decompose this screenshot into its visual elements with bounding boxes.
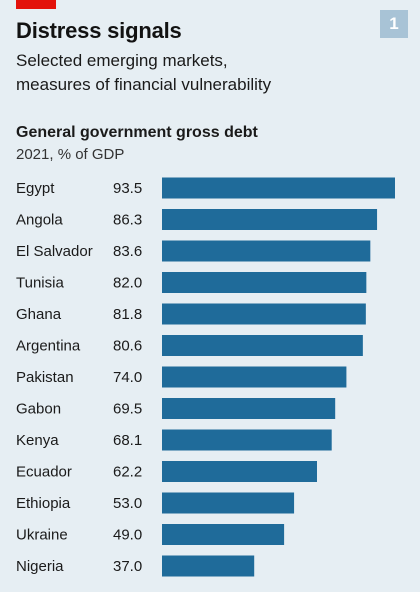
figure-subtitle-line-2: measures of financial vulnerability bbox=[16, 75, 272, 94]
figure-subtitle: Selected emerging markets, measures of f… bbox=[16, 49, 271, 97]
chart-subtitle: 2021, % of GDP bbox=[16, 146, 125, 163]
bar bbox=[162, 303, 366, 325]
value-label: 49.0 bbox=[113, 527, 142, 544]
category-label: Angola bbox=[16, 212, 63, 229]
category-label: Nigeria bbox=[16, 558, 64, 575]
bar bbox=[162, 366, 347, 388]
category-label: El Salvador bbox=[16, 243, 93, 260]
value-label: 74.0 bbox=[113, 369, 142, 386]
bar bbox=[162, 335, 363, 356]
category-label: Ghana bbox=[16, 306, 62, 323]
value-label: 68.1 bbox=[113, 432, 142, 449]
value-label: 93.5 bbox=[113, 180, 142, 197]
category-label: Ecuador bbox=[16, 464, 72, 481]
bar bbox=[162, 555, 255, 577]
category-label: Egypt bbox=[16, 180, 55, 197]
figure-subtitle-line-1: Selected emerging markets, bbox=[16, 51, 228, 70]
value-label: 81.8 bbox=[113, 306, 142, 323]
bar bbox=[162, 492, 295, 514]
bar bbox=[162, 461, 318, 482]
value-label: 82.0 bbox=[113, 275, 142, 292]
bar bbox=[162, 272, 367, 293]
bar bbox=[162, 429, 332, 451]
category-label: Kenya bbox=[16, 432, 59, 449]
brand-red-tab bbox=[16, 0, 56, 9]
bar bbox=[162, 398, 336, 419]
value-label: 62.2 bbox=[113, 464, 142, 481]
page-number-badge: 1 bbox=[380, 10, 408, 38]
chart-title: General government gross debt bbox=[16, 124, 258, 141]
category-label: Ukraine bbox=[16, 527, 68, 544]
bar bbox=[162, 240, 371, 262]
value-label: 69.5 bbox=[113, 401, 142, 418]
bar bbox=[162, 524, 285, 545]
category-label: Argentina bbox=[16, 338, 81, 355]
bar bbox=[162, 177, 395, 199]
value-label: 86.3 bbox=[113, 212, 142, 229]
category-label: Ethiopia bbox=[16, 495, 71, 512]
value-label: 80.6 bbox=[113, 338, 142, 355]
category-label: Pakistan bbox=[16, 369, 74, 386]
value-label: 83.6 bbox=[113, 243, 142, 260]
value-label: 37.0 bbox=[113, 558, 142, 575]
bar bbox=[162, 209, 378, 230]
category-label: Gabon bbox=[16, 401, 61, 418]
figure-title: Distress signals bbox=[16, 18, 182, 43]
category-label: Tunisia bbox=[16, 275, 64, 292]
value-label: 53.0 bbox=[113, 495, 142, 512]
